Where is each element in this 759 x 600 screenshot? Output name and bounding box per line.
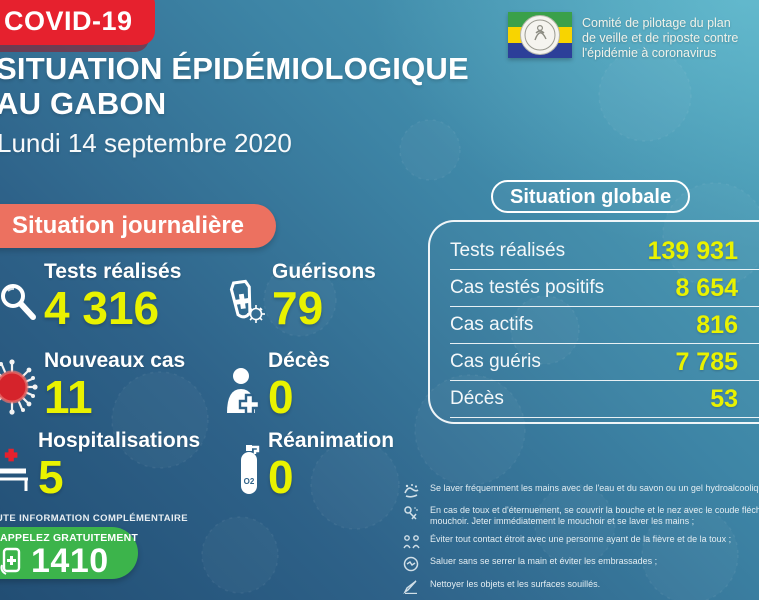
global-row-value: 8 654	[675, 273, 738, 302]
shield-cross-icon	[220, 276, 266, 326]
global-row-positifs: Cas testés positifs 8 654	[450, 270, 759, 307]
global-row-value: 139 931	[647, 236, 738, 265]
hotline-number: 1410	[31, 542, 109, 580]
global-row-label: Décès	[450, 388, 504, 409]
clean-surfaces-icon	[403, 579, 421, 594]
stat-label: Nouveaux cas	[44, 349, 186, 372]
stat-guerisons: Guérisons 79	[220, 260, 376, 335]
global-row-label: Cas actifs	[450, 314, 534, 335]
magnifier-icon	[0, 280, 38, 326]
hotline-cta: APPELEZ GRATUITEMENT	[0, 532, 138, 544]
hotline-badge: APPELEZ GRATUITEMENT 1410	[0, 527, 138, 579]
global-row-tests: Tests réalisés 139 931	[450, 233, 759, 270]
oxygen-tank-icon: O2	[240, 443, 262, 495]
hotline-number-row: 1410	[0, 544, 138, 578]
hospital-bed-icon	[0, 447, 32, 495]
virus-icon	[0, 359, 38, 415]
covid19-badge: COVID-19	[0, 0, 155, 45]
stat-value: 0	[268, 451, 294, 504]
page-title-line2: AU GABON	[0, 85, 167, 121]
no-handshake-icon	[403, 556, 421, 572]
committee-seal	[520, 15, 560, 55]
stat-reanimation: O2 Réanimation 0	[240, 429, 395, 504]
global-row-actifs: Cas actifs 816	[450, 307, 759, 344]
stat-value: 0	[268, 371, 294, 424]
global-row-value: 816	[696, 310, 738, 339]
daily-section-title: Situation journalière	[0, 204, 277, 248]
global-row-value: 53	[710, 384, 738, 413]
committee-text: Comité de pilotage du plan de veille et …	[582, 12, 738, 60]
oxygen-label: O2	[244, 477, 255, 486]
stat-label: Tests réalisés	[44, 260, 182, 283]
global-row-gueris: Cas guéris 7 785	[450, 344, 759, 381]
avoid-contact-icon	[403, 534, 421, 549]
covid19-badge-label: COVID-19	[4, 6, 133, 36]
report-date: Lundi 14 septembre 2020	[0, 128, 292, 158]
advice-item: Éviter tout contact étroit avec une pers…	[403, 534, 759, 549]
global-row-label: Cas guéris	[450, 351, 541, 372]
advice-list: Se laver fréquemment les mains avec de l…	[403, 483, 759, 600]
stat-deces: Décès 0	[224, 349, 330, 424]
phone-icon	[0, 547, 26, 575]
advice-item: En cas de toux et d'éternuement, se couv…	[403, 505, 759, 527]
stat-label: Réanimation	[268, 429, 395, 452]
stat-value: 5	[38, 451, 64, 504]
stat-tests-realises: Tests réalisés 4 316	[0, 260, 182, 335]
global-section-title: Situation globale	[491, 180, 691, 213]
stat-label: Guérisons	[272, 260, 376, 283]
page-title-line1: SITUATION ÉPIDÉMIOLOGIQUE	[0, 51, 469, 86]
stat-value: 11	[44, 371, 93, 424]
committee-line1: Comité de pilotage du plan	[582, 16, 731, 30]
stat-label: Hospitalisations	[38, 429, 201, 452]
advice-item: Se laver fréquemment les mains avec de l…	[403, 483, 759, 498]
stat-value: 79	[272, 282, 324, 335]
advice-text: En cas de toux et d'éternuement, se couv…	[430, 505, 759, 526]
advice-text: Nettoyer les objets et les surfaces soui…	[430, 578, 601, 589]
seal-emblem-icon	[524, 19, 556, 51]
advice-item: Nettoyer les objets et les surfaces soui…	[403, 579, 759, 594]
global-row-value: 7 785	[675, 347, 738, 376]
advice-item: Saluer sans se serrer la main et éviter …	[403, 556, 759, 572]
stat-hospitalisations: Hospitalisations 5	[0, 429, 201, 504]
advice-text: Éviter tout contact étroit avec une pers…	[430, 533, 732, 544]
advice-text: Saluer sans se serrer la main et éviter …	[430, 555, 658, 566]
stat-nouveaux-cas: Nouveaux cas 11	[0, 349, 186, 424]
global-row-label: Tests réalisés	[450, 240, 566, 261]
hand-wash-icon	[403, 483, 421, 498]
stat-value: 4 316	[44, 282, 160, 335]
stat-label: Décès	[268, 349, 330, 372]
sneeze-elbow-icon	[403, 505, 421, 527]
global-row-label: Cas testés positifs	[450, 277, 605, 298]
global-row-deces: Décès 53	[450, 381, 759, 418]
advice-text: Se laver fréquemment les mains avec de l…	[430, 483, 759, 493]
gabon-flag	[508, 12, 572, 58]
person-cross-icon	[224, 367, 262, 416]
committee-line2: de veille et de riposte contre	[582, 30, 739, 45]
committee-line3: l'épidémie à coronavirus	[582, 45, 717, 60]
page-title: SITUATION ÉPIDÉMIOLOGIQUE AU GABON	[0, 51, 469, 121]
committee-block: Comité de pilotage du plan de veille et …	[508, 12, 738, 60]
global-panel: Tests réalisés 139 931 Cas testés positi…	[428, 220, 759, 424]
hotline-note: POUR TOUTE INFORMATION COMPLÉMENTAIRE	[0, 513, 189, 524]
